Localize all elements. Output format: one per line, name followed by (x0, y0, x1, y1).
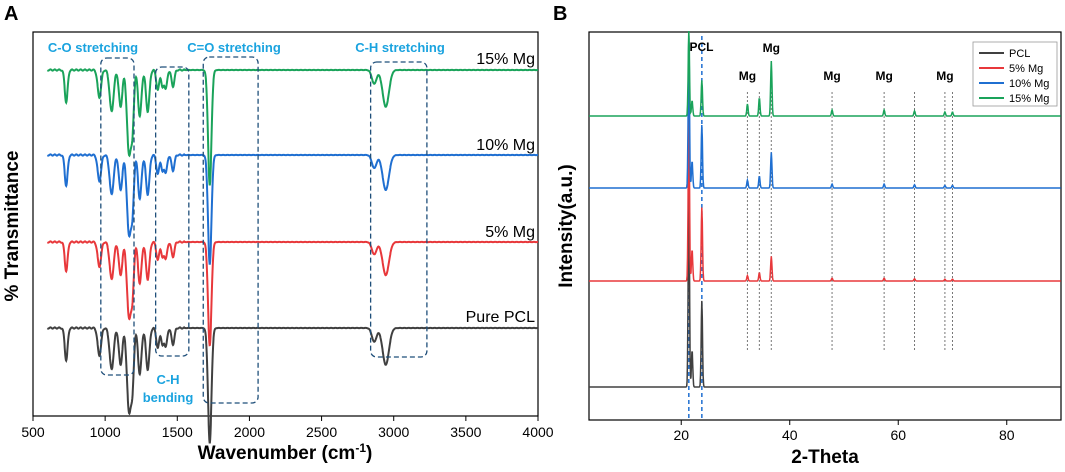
ftir-x-tick-label: 3000 (378, 424, 409, 440)
xrd-peak-label: PCL (690, 40, 714, 54)
ftir-series-line (46, 240, 539, 347)
xrd-plot-frame (588, 31, 1062, 421)
xrd-legend-label: 5% Mg (1009, 63, 1043, 75)
ftir-annotation-box (202, 56, 259, 404)
ftir-x-tick-label: 2000 (234, 424, 265, 440)
ftir-x-tick-label: 3500 (450, 424, 481, 440)
xrd-reference-lines (688, 36, 953, 418)
xrd-series-line (589, 30, 1061, 117)
ftir-series-label: 5% Mg (485, 224, 535, 241)
ftir-panel: 500 1000 1500 2000 2500 3000 3500 4000 Pure PCL… (2, 31, 554, 464)
ftir-plot-frame (32, 31, 539, 417)
xrd-peak-label: Mg (823, 69, 840, 83)
ftir-annotation-label: C-H (156, 372, 179, 387)
xrd-series-line (589, 105, 1061, 282)
xrd-panel: 20 40 60 80 PCL Mg Mg Mg Mg Mg PCL 5% Mg 10% Mg 15%… (556, 30, 1062, 468)
xrd-legend-label: 10% Mg (1009, 78, 1049, 90)
ftir-annotation-label: bending (143, 390, 194, 405)
xrd-peak-label: Mg (739, 69, 756, 83)
ftir-series-label: 15% Mg (476, 51, 535, 68)
ftir-series-label: 10% Mg (476, 137, 535, 154)
xrd-peak-label: Mg (936, 69, 953, 83)
panel-letter-b: B (553, 3, 567, 25)
xrd-x-axis: 20 40 60 80 (673, 420, 1015, 443)
ftir-annotation-label: C-H stretching (355, 40, 445, 55)
xrd-series-line (589, 37, 1061, 189)
ftir-x-tick-label: 500 (21, 424, 45, 440)
xrd-legend: PCL 5% Mg 10% Mg 15% Mg (972, 41, 1058, 107)
xrd-legend-label: 15% Mg (1009, 93, 1049, 105)
ftir-annotation-box (100, 57, 135, 376)
xrd-series-group (589, 30, 1061, 388)
ftir-x-axis: 500 1000 1500 2000 2500 3000 3500 4000 (21, 416, 554, 440)
ftir-annotation-box (369, 61, 428, 358)
ftir-x-tick-label: 1500 (162, 424, 193, 440)
ftir-series-label: Pure PCL (466, 309, 535, 326)
ftir-annotations: C-O stretching C=O stretching C-H stretchi… (48, 40, 445, 405)
ftir-y-axis-title: % Transmittance (2, 151, 23, 302)
ftir-series-line (46, 68, 539, 186)
ftir-x-tick-label: 2500 (306, 424, 337, 440)
xrd-peak-label: Mg (875, 69, 892, 83)
panel-letter-a: A (4, 3, 18, 25)
xrd-legend-label: PCL (1009, 48, 1030, 60)
xrd-x-tick-label: 40 (782, 427, 798, 443)
xrd-series-line (589, 181, 1061, 388)
xrd-y-axis-title: Intensity(a.u.) (556, 164, 577, 288)
ftir-annotation-label: C=O stretching (187, 40, 281, 55)
ftir-series-group: Pure PCL 5% Mg 10% Mg 15% Mg (46, 51, 539, 444)
xrd-x-tick-label: 80 (999, 427, 1015, 443)
ftir-series-line (46, 326, 539, 444)
ftir-x-axis-title: Wavenumber (cm-1) (198, 441, 373, 464)
xrd-x-axis-title: 2-Theta (791, 447, 859, 468)
xrd-peak-labels: PCL Mg Mg Mg Mg Mg (690, 40, 954, 83)
xrd-x-tick-label: 60 (890, 427, 906, 443)
xrd-peak-label: Mg (763, 41, 780, 55)
ftir-x-tick-label: 1000 (90, 424, 121, 440)
xrd-x-tick-label: 20 (673, 427, 689, 443)
ftir-x-tick-label: 4000 (522, 424, 553, 440)
ftir-series-line (46, 153, 539, 265)
ftir-annotation-label: C-O stretching (48, 40, 138, 55)
ftir-annotation-box (154, 66, 190, 357)
